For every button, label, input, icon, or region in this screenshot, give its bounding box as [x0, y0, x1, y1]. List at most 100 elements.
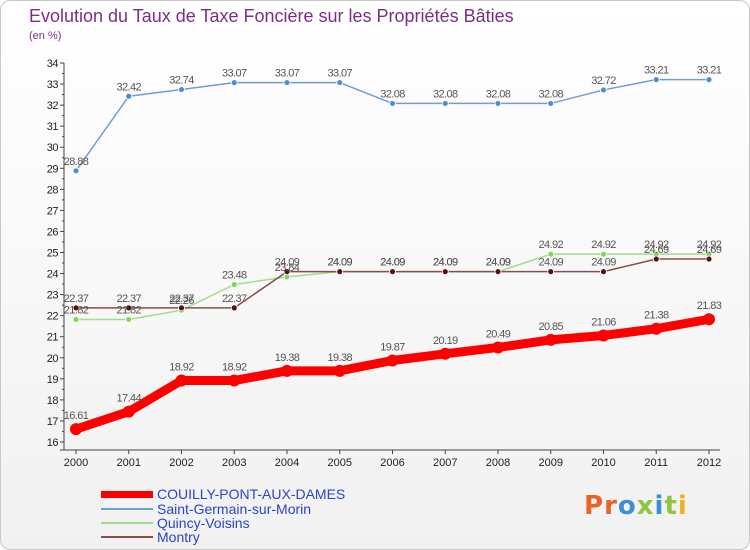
data-label: 19.38	[275, 352, 300, 364]
chart-title: Evolution du Taux de Taxe Foncière sur l…	[29, 6, 514, 26]
data-label: 32.74	[169, 75, 194, 87]
data-point	[178, 86, 185, 93]
data-label: 33.07	[327, 68, 352, 80]
x-tick-label: 2000	[64, 457, 88, 469]
x-tick-label: 2005	[328, 457, 352, 469]
data-label: 24.92	[591, 239, 616, 251]
legend-item-quincy[interactable]: Quincy-Voisins	[101, 516, 250, 530]
data-label: 33.21	[644, 65, 669, 77]
data-label: 21.06	[591, 316, 616, 328]
legend-swatch-saint-germain	[101, 508, 153, 510]
data-label: 17.44	[116, 393, 141, 405]
y-tick-label: 19	[47, 374, 59, 386]
data-label: 19.87	[380, 342, 405, 354]
data-label: 24.09	[486, 257, 511, 269]
legend-label-montry: Montry	[157, 529, 200, 545]
data-point	[125, 304, 133, 312]
legend-item-montry[interactable]: Montry	[101, 530, 200, 544]
data-label: 33.07	[222, 68, 247, 80]
data-point	[547, 100, 555, 107]
data-point	[336, 79, 344, 86]
x-tick-label: 2008	[486, 457, 510, 469]
x-tick-label: 2006	[380, 457, 404, 469]
data-point	[547, 250, 555, 258]
data-point	[125, 92, 133, 100]
data-label: 20.49	[486, 328, 511, 340]
x-tick-label: 2001	[117, 457, 141, 469]
y-tick-label: 20	[47, 353, 59, 365]
legend-swatch-quincy	[101, 522, 153, 524]
logo-letter: r	[604, 491, 618, 521]
data-label: 32.08	[538, 88, 563, 100]
y-tick-label: 17	[47, 416, 59, 428]
data-label: 24.92	[644, 239, 669, 251]
data-point	[230, 281, 238, 288]
data-point	[439, 347, 452, 360]
data-label: 24.09	[591, 257, 616, 269]
data-point	[283, 79, 291, 86]
data-point	[600, 250, 607, 258]
data-label: 21.82	[116, 304, 141, 316]
legend-label-quincy: Quincy-Voisins	[157, 515, 250, 531]
data-label: 16.61	[64, 410, 89, 422]
data-point	[600, 86, 607, 94]
data-point	[70, 423, 82, 436]
data-point	[652, 255, 660, 263]
data-point	[703, 313, 715, 326]
data-label: 23.48	[222, 270, 247, 282]
data-point	[652, 76, 660, 84]
data-label: 24.69	[644, 244, 669, 256]
data-label: 22.37	[64, 293, 89, 305]
data-label: 33.07	[275, 68, 300, 80]
logo-letter: i	[654, 491, 665, 521]
data-label: 18.92	[169, 362, 194, 374]
data-point	[281, 364, 293, 377]
y-tick-label: 28	[47, 184, 59, 196]
data-point	[600, 268, 607, 276]
data-point	[547, 268, 555, 276]
data-point	[441, 100, 449, 107]
data-label: 24.69	[697, 244, 722, 256]
y-tick-label: 16	[47, 437, 59, 449]
legend-item-saint-germain[interactable]: Saint-Germain-sur-Morin	[101, 502, 311, 516]
data-label: 18.92	[222, 362, 247, 374]
data-label: 24.09	[380, 257, 405, 269]
data-label: 33.21	[697, 65, 722, 77]
data-point	[72, 167, 80, 175]
data-label: 32.08	[433, 88, 458, 100]
data-point	[705, 255, 713, 263]
data-label: 24.09	[486, 257, 511, 269]
data-label: 24.92	[538, 239, 563, 251]
data-label: 21.82	[64, 304, 89, 316]
data-label: 23.84	[275, 262, 300, 274]
y-tick-label: 21	[47, 332, 59, 344]
legend-swatch-couilly	[101, 490, 153, 498]
data-point	[705, 76, 713, 84]
data-label: 24.09	[327, 257, 352, 269]
logo-letter: t	[664, 491, 678, 521]
data-point	[336, 268, 344, 276]
data-point	[494, 268, 502, 276]
y-tick-label: 25	[47, 248, 59, 260]
data-label: 24.09	[380, 257, 405, 269]
data-label: 21.38	[644, 310, 669, 322]
x-tick-label: 2007	[433, 457, 457, 469]
data-label: 22.37	[169, 293, 194, 305]
data-point	[283, 268, 291, 276]
data-point	[175, 374, 188, 387]
y-tick-label: 33	[47, 79, 59, 91]
legend-item-couilly[interactable]: COUILLY-PONT-AUX-DAMES	[101, 487, 345, 501]
data-point	[386, 354, 399, 367]
data-label: 24.92	[697, 239, 722, 251]
data-label: 22.37	[116, 293, 141, 305]
data-point	[72, 316, 80, 323]
data-point	[492, 341, 504, 354]
chart-subtitle: (en %)	[29, 30, 62, 42]
y-tick-label: 23	[47, 290, 59, 302]
data-label: 32.08	[486, 88, 511, 100]
x-tick-label: 2009	[539, 457, 563, 469]
data-label: 32.42	[116, 81, 141, 93]
y-tick-label: 29	[47, 163, 59, 175]
